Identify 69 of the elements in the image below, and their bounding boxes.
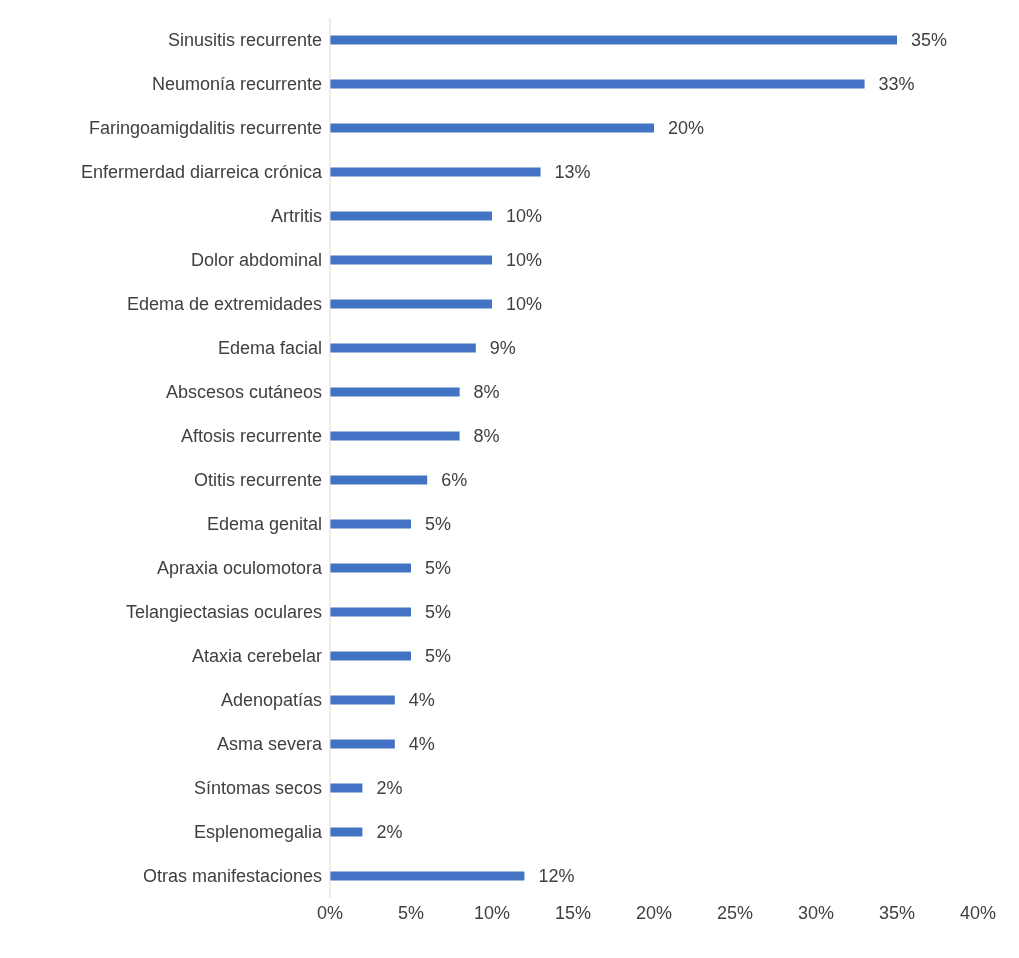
data-label: 10% [506,250,543,271]
y-tick-label: Otitis recurrente [193,470,322,491]
y-tick-label: Edema de extremidades [126,294,322,315]
data-label: 5% [425,558,452,579]
x-tick-label: 40% [959,902,997,923]
y-tick-label: Esplenomegalia [193,822,323,843]
x-tick-label: 35% [878,902,916,923]
bar [330,475,428,485]
data-label: 13% [554,162,591,183]
data-label: 9% [489,338,516,359]
data-label: 8% [473,426,500,447]
data-label: 2% [376,778,403,799]
y-tick-label: Otras manifestaciones [142,866,322,887]
data-label: 20% [668,118,705,139]
bar [330,387,460,397]
data-label: 5% [425,514,452,535]
data-label: 4% [408,734,435,755]
bar [330,871,525,881]
x-tick-label: 15% [554,902,592,923]
bar [330,783,363,793]
bar [330,827,363,837]
data-label: 33% [878,74,915,95]
bar [330,255,492,265]
data-label: 6% [441,470,468,491]
bar [330,123,654,133]
data-label: 35% [911,30,948,51]
data-label: 12% [538,866,575,887]
y-tick-label: Abscesos cutáneos [165,382,322,403]
x-tick-label: 5% [397,902,425,923]
bar [330,651,411,661]
y-tick-label: Faringoamigdalitis recurrente [88,118,322,139]
bar [330,79,865,89]
y-tick-label: Asma severa [216,734,323,755]
data-label: 10% [506,206,543,227]
y-tick-label: Sinusitis recurrente [167,30,322,51]
y-tick-label: Neumonía recurrente [151,74,322,95]
y-tick-label: Artritis [271,206,322,227]
y-tick-label: Aftosis recurrente [180,426,322,447]
bar [330,695,395,705]
y-tick-label: Telangiectasias oculares [125,602,322,623]
y-tick-label: Adenopatías [220,690,322,711]
y-tick-label: Edema facial [217,338,322,359]
x-tick-label: 30% [797,902,835,923]
bar [330,167,541,177]
bar [330,519,411,529]
x-tick-label: 20% [635,902,673,923]
bar [330,431,460,441]
y-tick-label: Síntomas secos [193,778,322,799]
bar [330,563,411,573]
bar [330,299,492,309]
y-tick-label: Enfermerdad diarreica crónica [80,162,323,183]
bar [330,607,411,617]
data-label: 2% [376,822,403,843]
y-tick-label: Apraxia oculomotora [156,558,323,579]
bar [330,35,897,45]
data-label: 5% [425,646,452,667]
x-tick-label: 25% [716,902,754,923]
y-tick-label: Dolor abdominal [190,250,322,271]
data-label: 5% [425,602,452,623]
x-tick-label: 0% [316,902,344,923]
data-label: 8% [473,382,500,403]
bar [330,739,395,749]
data-label: 10% [506,294,543,315]
bar [330,211,492,221]
y-tick-label: Ataxia cerebelar [191,646,322,667]
x-tick-label: 10% [473,902,511,923]
y-tick-label: Edema genital [206,514,322,535]
data-label: 4% [408,690,435,711]
bar [330,343,476,353]
